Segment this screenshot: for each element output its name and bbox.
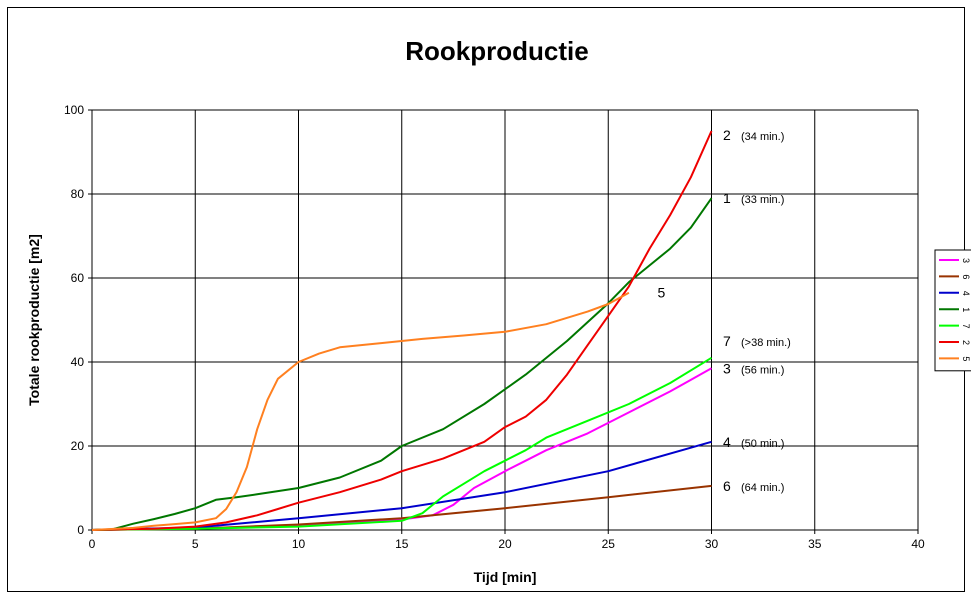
series-end-label: 1 (723, 190, 731, 206)
series-line (91, 291, 630, 531)
legend-box (934, 249, 971, 372)
series-end-note: (50 min.) (741, 438, 784, 450)
x-axis-label: Tijd [min] (474, 569, 537, 585)
series-end-label: 7 (723, 333, 731, 349)
y-axis-label: Totale rookproductie [m2] (26, 234, 42, 406)
x-tick-label: 15 (395, 537, 409, 551)
legend-label: 6 (961, 274, 971, 279)
series-line (91, 197, 713, 531)
x-tick-label: 30 (705, 537, 719, 551)
x-tick-label: 5 (192, 537, 199, 551)
legend-label: 7 (961, 324, 971, 329)
y-tick-label: 60 (71, 271, 85, 285)
x-tick-label: 40 (911, 537, 925, 551)
y-tick-label: 80 (71, 187, 85, 201)
series-end-note: (64 min.) (741, 482, 784, 494)
series-line (91, 130, 713, 531)
legend-label: 5 (961, 356, 971, 361)
x-tick-label: 35 (808, 537, 822, 551)
x-tick-label: 0 (89, 537, 96, 551)
legend-label: 2 (961, 340, 971, 345)
series-end-note: (56 min.) (741, 364, 784, 376)
y-tick-label: 100 (64, 103, 84, 117)
legend-label: 3 (961, 258, 971, 263)
series-line (91, 356, 713, 531)
series-inline-label: 5 (658, 285, 666, 301)
y-tick-label: 0 (77, 523, 84, 537)
series-end-label: 6 (723, 478, 731, 494)
legend-label: 4 (961, 291, 971, 296)
series-end-note: (34 min.) (741, 131, 784, 143)
x-tick-label: 10 (292, 537, 306, 551)
series-end-label: 2 (723, 127, 731, 143)
series-end-label: 4 (723, 434, 731, 450)
chart-title: Rookproductie (405, 36, 588, 66)
y-tick-label: 20 (71, 439, 85, 453)
y-tick-label: 40 (71, 355, 85, 369)
series-end-label: 3 (723, 360, 731, 376)
x-tick-label: 25 (602, 537, 616, 551)
legend-label: 1 (961, 307, 971, 312)
series-end-note: (33 min.) (741, 194, 784, 206)
series-end-note: (>38 min.) (741, 337, 791, 349)
x-tick-label: 20 (498, 537, 512, 551)
